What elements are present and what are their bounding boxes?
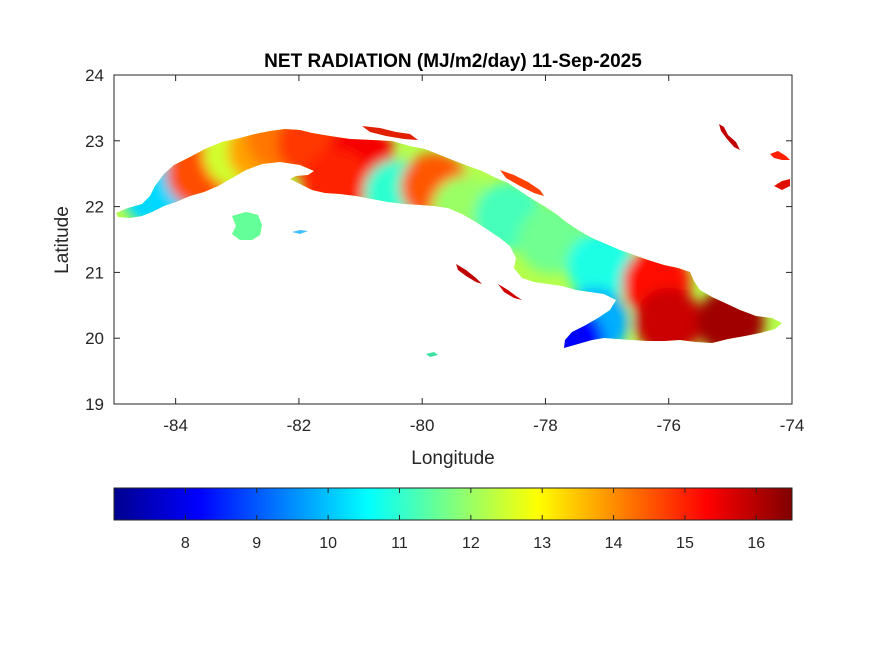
y-tick-label: 23 bbox=[85, 132, 104, 151]
colorbar-tick-label: 13 bbox=[533, 535, 551, 552]
colorbar-tick-label: 12 bbox=[462, 535, 480, 552]
colorbar-tick-label: 16 bbox=[747, 535, 765, 552]
x-tick-label: -78 bbox=[533, 416, 558, 435]
x-tick-label: -76 bbox=[656, 416, 681, 435]
y-axis-label: Latitude bbox=[52, 206, 73, 274]
y-tick-label: 22 bbox=[85, 198, 104, 217]
colorbar-tick-label: 8 bbox=[181, 535, 190, 552]
colorbar-tick-label: 14 bbox=[605, 535, 623, 552]
colorbar-tick-label: 15 bbox=[676, 535, 694, 552]
cayo-south-4 bbox=[426, 352, 438, 357]
x-tick-label: -84 bbox=[163, 416, 188, 435]
y-tick-label: 24 bbox=[85, 66, 104, 85]
cayo-south-3 bbox=[292, 230, 308, 234]
colorbar-tick-label: 10 bbox=[319, 535, 337, 552]
cayo-south-2 bbox=[498, 284, 522, 300]
colorbar bbox=[113, 487, 793, 521]
x-axis-ticks: -84 -82 -80 -78 -76 -74 bbox=[163, 75, 804, 435]
cays bbox=[292, 124, 790, 357]
x-tick-label: -82 bbox=[287, 416, 312, 435]
colorbar-tick-label: 11 bbox=[391, 535, 408, 552]
plot-area bbox=[113, 74, 793, 405]
colorbar-tick-label: 9 bbox=[252, 535, 261, 552]
y-tick-label: 19 bbox=[85, 395, 104, 414]
y-tick-label: 20 bbox=[85, 329, 104, 348]
cayo-eastern-2 bbox=[770, 151, 790, 160]
cayo-eastern-3 bbox=[774, 179, 790, 190]
cayo-north-central bbox=[500, 170, 544, 196]
x-axis-label: Longitude bbox=[411, 448, 494, 469]
x-tick-label: -80 bbox=[410, 416, 435, 435]
chart-title: NET RADIATION (MJ/m2/day) 11-Sep-2025 bbox=[264, 51, 642, 72]
y-axis-ticks: 19 20 21 22 23 24 bbox=[85, 66, 792, 414]
colorbar-ticks: 8 9 10 11 12 13 14 15 16 bbox=[181, 488, 765, 552]
region-value-patch bbox=[634, 287, 703, 348]
cayo-eastern-1 bbox=[719, 124, 740, 150]
cayo-north-coast bbox=[362, 126, 418, 140]
x-tick-label: -74 bbox=[780, 416, 805, 435]
y-tick-label: 21 bbox=[85, 263, 104, 282]
cayo-south-1 bbox=[456, 264, 482, 284]
